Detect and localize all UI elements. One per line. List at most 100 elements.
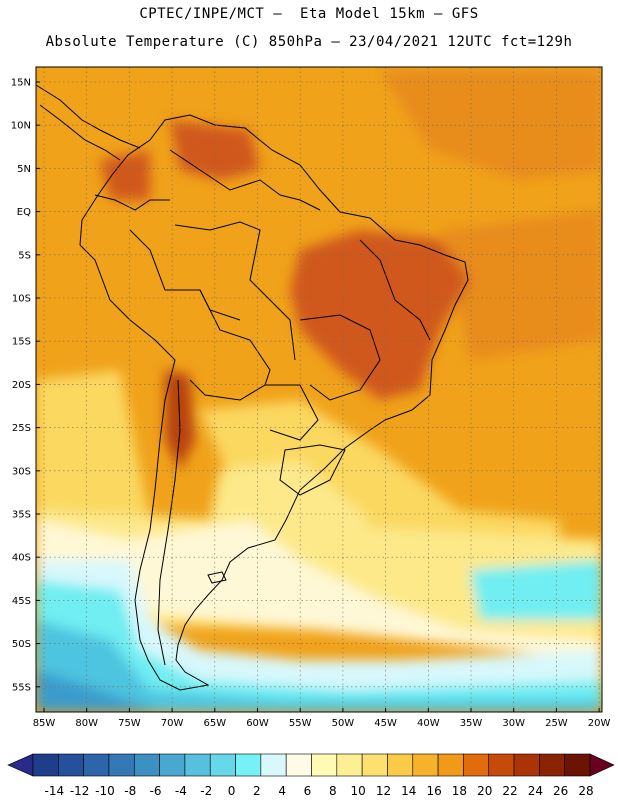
field-south-atlantic-warm [440,210,602,360]
colorbar-label: 0 [228,784,236,798]
colorbar-label: 20 [477,784,492,798]
lon-tick-label: 25W [545,718,568,729]
field-cold-d [36,670,160,712]
colorbar-swatch [539,753,565,777]
lat-tick-label: 15N [11,78,31,89]
map-title-line2: Absolute Temperature (C) 850hPa – 23/04/… [45,34,573,50]
lat-tick-label: 5S [18,250,31,261]
longitude-axis: 85W 80W 75W 70W 65W 60W 55W 50W 45W 40W 35W 30W 25W 2… [33,708,611,729]
colorbar-swatch [437,753,464,777]
colorbar-swatch [564,753,591,777]
colorbar-swatch [184,753,211,777]
border-argentina-chile [157,379,181,666]
colorbar-under-arrow [7,753,34,777]
colorbar-swatch [159,753,186,777]
lat-tick-label: EQ [17,207,31,218]
field-colombia-hot [100,150,150,200]
field-southeast-cold [470,560,602,620]
colorbar-label: 22 [502,784,517,798]
colorbar-swatch [260,753,287,777]
colorbar-swatch [463,753,490,777]
lat-tick-label: 40S [12,553,31,564]
colorbar-label: 6 [304,784,312,798]
colorbar-label: 18 [452,784,467,798]
temperature-field [36,67,602,712]
colorbar-label: -4 [175,784,187,798]
south-america-coastline [79,114,469,691]
border-brazil-states [299,314,381,401]
field-cold-b [36,580,602,712]
colorbar: -14 -12 -10 -8 -6 -4 -2 0 2 4 6 8 10 12 14 16 18 20 22 24 26… [7,753,615,798]
lon-tick-label: 65W [203,718,226,729]
lon-tick-label: 50W [332,718,355,729]
field-south-cool [36,370,150,520]
colorbar-label: 8 [329,784,337,798]
colorbar-swatch [412,753,439,777]
lat-tick-label: 5N [17,164,31,175]
colorbar-swatch [336,753,363,777]
lon-tick-label: 45W [374,718,397,729]
colorbar-label: 26 [553,784,568,798]
border-paraguay [265,384,319,441]
colorbar-swatch [235,753,262,777]
colorbar-label: 4 [278,784,286,798]
lon-tick-label: 70W [161,718,184,729]
colorbar-swatch [83,753,110,777]
central-america-pacific [39,104,121,161]
colorbar-swatch [311,753,338,777]
colorbar-label: -14 [45,784,65,798]
lon-tick-label: 35W [460,718,483,729]
border-guianas [279,194,321,211]
colorbar-swatch [32,753,59,777]
colorbar-swatch [285,753,312,777]
lon-tick-label: 60W [246,718,269,729]
border-bolivia [189,289,271,401]
colorbar-over-arrow [589,753,615,777]
lon-tick-label: 40W [417,718,440,729]
colorbar-label: 10 [350,784,365,798]
colorbar-swatch [209,753,236,777]
lon-tick-label: 80W [75,718,98,729]
falkland-islands [207,571,227,584]
colorbar-label: 16 [426,784,441,798]
lat-tick-label: 15S [12,337,31,348]
colorbar-label: 24 [528,784,543,798]
lon-tick-label: 75W [118,718,141,729]
colorbar-label: 2 [253,784,261,798]
border-brazil-west [174,221,296,361]
latitude-axis: 15N 10N 5N EQ 5S 10S 15S 20S 25S 30S 35S 40S 45S 50S 5… [11,78,40,693]
colorbar-label: -6 [150,784,162,798]
lat-tick-label: 45S [12,596,31,607]
lat-tick-label: 35S [12,510,31,521]
lon-tick-label: 20W [588,718,611,729]
colorbar-label: 28 [578,784,593,798]
colorbar-swatch [513,753,540,777]
lat-tick-label: 10N [11,121,31,132]
colorbar-label: 12 [376,784,391,798]
colorbar-label: -10 [95,784,115,798]
lat-tick-label: 10S [12,294,31,305]
border-uruguay [279,444,346,496]
border-brazil-northeast [359,239,431,341]
colorbar-label: -12 [70,784,90,798]
border-colombia-ecuador [94,194,170,211]
colorbar-label: -2 [200,784,212,798]
lon-tick-label: 55W [289,718,312,729]
lon-tick-label: 85W [33,718,56,729]
map-frame [35,66,603,713]
field-brazil-interior-hot [290,230,470,400]
lat-tick-label: 55S [12,682,31,693]
colorbar-label: -8 [124,784,136,798]
colorbar-swatch [387,753,414,777]
border-peru-brazil [129,229,241,321]
colorbar-label: 14 [401,784,416,798]
lat-tick-label: 20S [12,380,31,391]
colorbar-swatch [108,753,135,777]
border-venezuela [169,149,281,196]
colorbar-swatch [58,753,84,777]
colorbar-swatch [488,753,515,777]
colorbar-swatch [361,753,388,777]
field-pale-band [36,520,602,660]
colorbar-swatch [133,753,160,777]
